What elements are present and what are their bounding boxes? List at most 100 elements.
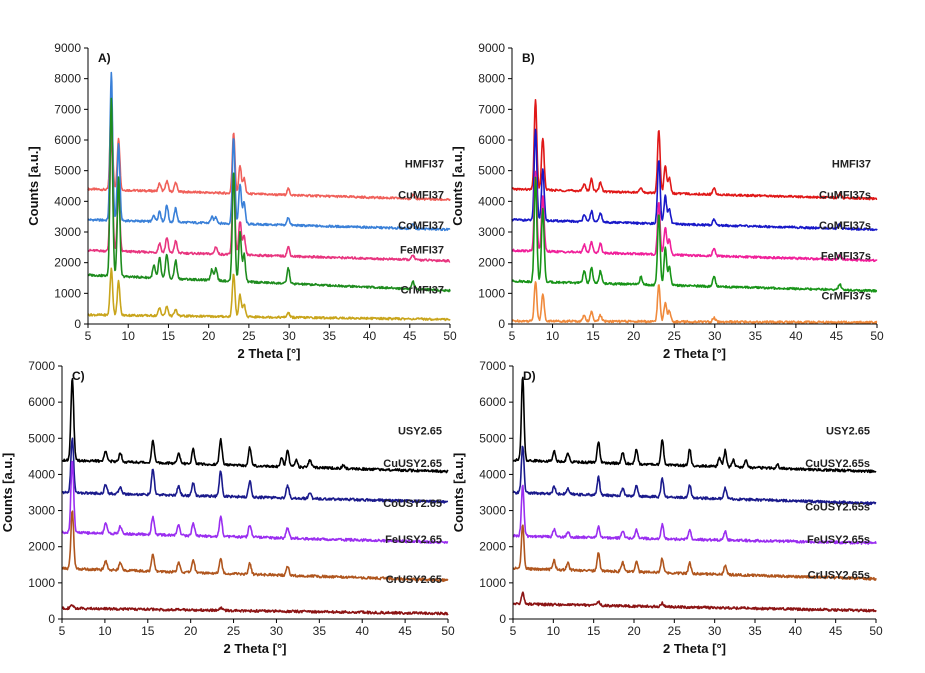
x-tick-label: 25	[668, 329, 682, 343]
x-tick-label: 20	[184, 624, 198, 638]
series-label-FeUSY2.65s: FeUSY2.65s	[807, 534, 870, 546]
series-line-CuMFI37s	[511, 128, 878, 232]
x-tick-label: 35	[313, 624, 327, 638]
panel-label: D)	[523, 369, 536, 383]
y-tick-label: 1000	[54, 286, 81, 300]
x-tick-label: 5	[509, 329, 516, 343]
y-tick-label: 4000	[54, 194, 81, 208]
y-tick-label: 3000	[478, 225, 505, 239]
series-line-CuUSY2.65	[61, 437, 449, 504]
x-tick-label: 30	[708, 624, 722, 638]
x-tick-label: 25	[242, 329, 256, 343]
series-label-CoUSY2.65s: CoUSY2.65s	[805, 502, 870, 514]
series-line-CrMFI37s	[511, 281, 878, 325]
y-axis-title: Counts [a.u.]	[451, 453, 466, 532]
x-tick-label: 35	[749, 329, 763, 343]
x-tick-label: 20	[627, 329, 641, 343]
x-axis-title: 2 Theta [°]	[663, 346, 726, 361]
y-tick-label: 6000	[478, 133, 505, 147]
panel-label: C)	[72, 369, 85, 383]
x-tick-label: 25	[668, 624, 682, 638]
series-line-CoUSY2.65	[61, 460, 449, 545]
series-line-CrUSY2.65s	[512, 591, 877, 613]
series-line-USY2.65	[512, 376, 877, 474]
series-label-USY2.65: USY2.65	[826, 426, 870, 438]
series-line-FeMFI37s	[511, 176, 878, 293]
y-tick-label: 3000	[479, 504, 506, 518]
series-line-CrMFI37	[87, 267, 451, 322]
y-tick-label: 4000	[479, 467, 506, 481]
x-tick-label: 25	[227, 624, 241, 638]
x-tick-label: 10	[98, 624, 112, 638]
series-label-FeMFI37: FeMFI37	[400, 244, 444, 256]
panel-label: A)	[98, 51, 111, 65]
series-line-FeMFI37	[87, 97, 451, 293]
series-label-USY2.65: USY2.65	[398, 426, 442, 438]
x-tick-label: 10	[547, 624, 561, 638]
series-label-CuMFI37s: CuMFI37s	[819, 189, 871, 201]
x-tick-label: 5	[510, 624, 517, 638]
series-line-CoUSY2.65s	[512, 484, 877, 545]
series-line-FeUSY2.65s	[512, 524, 877, 581]
series-line-CuUSY2.65s	[512, 445, 877, 506]
x-tick-label: 35	[748, 624, 762, 638]
y-tick-label: 7000	[479, 359, 506, 373]
series-line-FeUSY2.65	[61, 510, 449, 583]
x-tick-label: 15	[586, 329, 600, 343]
x-tick-label: 50	[443, 329, 457, 343]
x-tick-label: 15	[162, 329, 176, 343]
series-label-CrMFI37s: CrMFI37s	[821, 290, 871, 302]
y-tick-label: 1000	[28, 576, 55, 590]
y-tick-label: 6000	[28, 395, 55, 409]
x-tick-label: 45	[398, 624, 412, 638]
y-tick-label: 0	[48, 612, 55, 626]
x-tick-label: 20	[202, 329, 216, 343]
series-label-CrUSY2.65: CrUSY2.65	[386, 574, 442, 586]
series-label-CrUSY2.65s: CrUSY2.65s	[808, 570, 870, 582]
y-tick-label: 5000	[478, 164, 505, 178]
series-label-FeMFI37s: FeMFI37s	[821, 251, 871, 263]
y-tick-label: 7000	[478, 102, 505, 116]
x-tick-label: 5	[59, 624, 66, 638]
y-tick-label: 2000	[478, 256, 505, 270]
x-tick-label: 40	[789, 329, 803, 343]
x-tick-label: 10	[122, 329, 136, 343]
x-tick-label: 30	[708, 329, 722, 343]
series-line-CuMFI37	[87, 71, 451, 232]
x-tick-label: 50	[870, 329, 884, 343]
chart-panel-2: HMFI37 CuMFI37s CoMFI37s FeMFI37s CrMFI37s 5 1…	[450, 41, 884, 361]
y-tick-label: 0	[499, 612, 506, 626]
y-tick-label: 2000	[479, 540, 506, 554]
y-tick-label: 0	[498, 317, 505, 331]
x-tick-label: 40	[356, 624, 370, 638]
y-tick-label: 2000	[54, 256, 81, 270]
y-tick-label: 5000	[28, 431, 55, 445]
x-tick-label: 45	[403, 329, 417, 343]
y-tick-label: 0	[74, 317, 81, 331]
y-tick-label: 3000	[54, 225, 81, 239]
x-axis-title: 2 Theta [°]	[663, 641, 726, 656]
series-line-CrUSY2.65	[61, 604, 449, 616]
x-tick-label: 45	[830, 329, 844, 343]
x-tick-label: 20	[627, 624, 641, 638]
series-label-CuMFI37: CuMFI37	[398, 189, 444, 201]
y-tick-label: 5000	[54, 164, 81, 178]
x-tick-label: 45	[829, 624, 843, 638]
y-axis-title: Counts [a.u.]	[450, 146, 465, 225]
series-line-HMFI37	[87, 99, 451, 202]
series-line-CoMFI37	[87, 126, 451, 263]
x-tick-label: 10	[546, 329, 560, 343]
chart-panel-3: USY2.65 CuUSY2.65 CoUSY2.65 FeUSY2.65 CrUSY2…	[0, 359, 455, 656]
x-tick-label: 30	[282, 329, 296, 343]
series-label-CoUSY2.65: CoUSY2.65	[383, 498, 442, 510]
series-label-CuUSY2.65s: CuUSY2.65s	[805, 458, 870, 470]
x-tick-label: 15	[587, 624, 601, 638]
y-tick-label: 8000	[478, 72, 505, 86]
y-tick-label: 2000	[28, 540, 55, 554]
y-tick-label: 4000	[28, 467, 55, 481]
x-tick-label: 15	[141, 624, 155, 638]
y-tick-label: 1000	[478, 286, 505, 300]
y-tick-label: 1000	[479, 576, 506, 590]
series-label-HMFI37: HMFI37	[405, 159, 444, 171]
x-tick-label: 35	[323, 329, 337, 343]
